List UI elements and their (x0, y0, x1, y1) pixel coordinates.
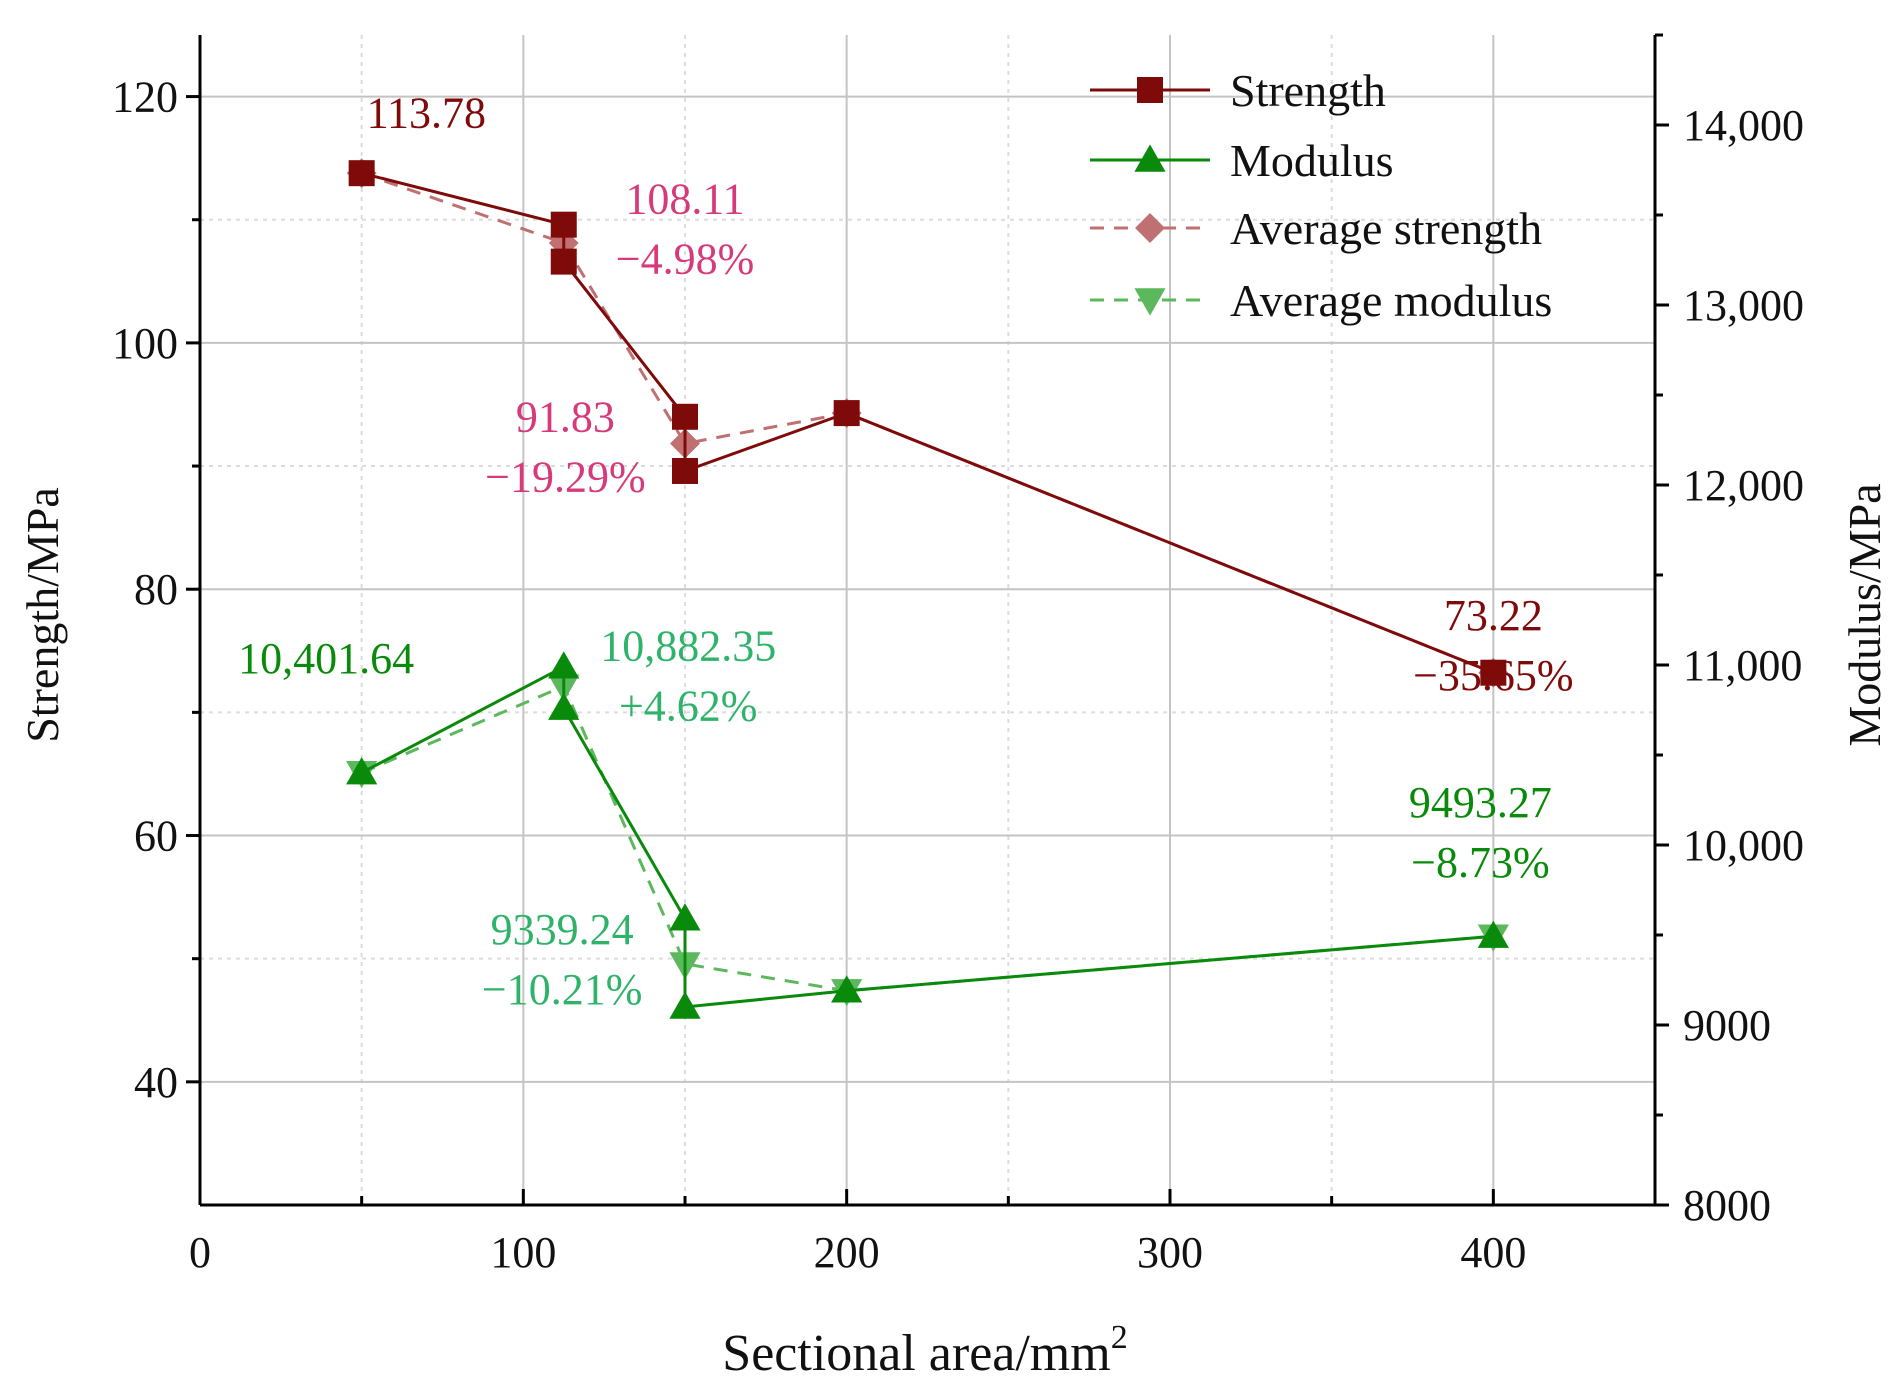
data-label: 10,401.64 (238, 634, 414, 683)
x-axis-label-text: Sectional area/mm (722, 1325, 1110, 1382)
data-label: 91.83 (516, 393, 615, 442)
strength-point (550, 211, 577, 238)
x-tick-label: 100 (490, 1228, 556, 1277)
strength-point (833, 400, 860, 427)
modulus-point (548, 651, 580, 679)
y-right-tick-label: 12,000 (1683, 461, 1804, 510)
legend-marker-modulus (1134, 144, 1166, 172)
legend-marker-average-strength (1135, 213, 1165, 243)
y-left-tick-label: 40 (134, 1058, 178, 1107)
y-axis-left-label: Strength/MPa (17, 487, 68, 743)
y-right-tick-label: 10,000 (1683, 821, 1804, 870)
legend-label-strength: Strength (1230, 65, 1386, 116)
y-left-tick-label: 80 (134, 565, 178, 614)
data-label: 108.11 (625, 175, 744, 224)
data-label: 9493.27 (1409, 778, 1552, 827)
modulus-point (548, 692, 580, 720)
data-label: +4.62% (619, 682, 757, 731)
y-right-tick-label: 8000 (1683, 1181, 1771, 1230)
data-label: −35.65% (1413, 651, 1573, 700)
modulus-point (1477, 920, 1509, 948)
y-left-tick-label: 120 (112, 73, 178, 122)
strength-point (348, 160, 375, 187)
series-layer (346, 158, 1509, 1019)
legend-label-modulus: Modulus (1230, 135, 1394, 186)
data-label: 9339.24 (491, 905, 634, 954)
data-label: −10.21% (482, 965, 642, 1014)
strength-point (1480, 659, 1507, 686)
annotations: 113.78 108.11 −4.98% 91.83 −19.29% 73.22 −35.6… (238, 88, 1573, 1014)
legend-label-average-strength: Average strength (1230, 203, 1542, 254)
data-label: −8.73% (1411, 838, 1549, 887)
y-left-tick-label: 100 (112, 319, 178, 368)
legend: Strength Modulus Average strength Average m… (1090, 65, 1552, 326)
plot-frame (198, 35, 1657, 1207)
average-modulus-line (361, 684, 1494, 993)
legend-label-average-modulus: Average modulus (1230, 275, 1552, 326)
data-label: 73.22 (1444, 591, 1543, 640)
x-axis-label: Sectional area/mm2 (722, 1319, 1127, 1382)
strength-point (672, 403, 698, 430)
y-right-tick-label: 9000 (1683, 1001, 1771, 1050)
y-left-tick-label: 60 (134, 812, 178, 861)
x-axis-label-superscript: 2 (1111, 1319, 1128, 1356)
x-tick-label: 400 (1460, 1228, 1526, 1277)
x-tick-label: 300 (1137, 1228, 1203, 1277)
modulus-point (669, 991, 701, 1019)
legend-marker-strength (1137, 77, 1163, 103)
data-label: −4.98% (616, 235, 754, 284)
x-tick-label: 200 (814, 1228, 880, 1277)
axis-ticks: 0 100 200 300 400 40 60 80 100 120 8000 9000 10,000 1… (112, 33, 1804, 1277)
strength-point (550, 248, 577, 275)
legend-marker-average-modulus (1134, 288, 1166, 316)
data-label: 113.78 (367, 88, 486, 137)
y-axis-right-label: Modulus/MPa (1839, 483, 1890, 746)
data-label: −19.29% (485, 453, 645, 502)
x-tick-label: 0 (189, 1228, 211, 1277)
modulus-point (346, 757, 378, 785)
y-right-tick-label: 13,000 (1683, 281, 1804, 330)
strength-point (672, 457, 698, 484)
modulus-point (669, 903, 701, 931)
modulus-point (831, 975, 863, 1003)
data-label: 10,882.35 (600, 622, 776, 671)
y-right-tick-label: 14,000 (1683, 101, 1804, 150)
y-right-tick-label: 11,000 (1683, 641, 1802, 690)
modulus-line (360, 664, 1494, 1009)
